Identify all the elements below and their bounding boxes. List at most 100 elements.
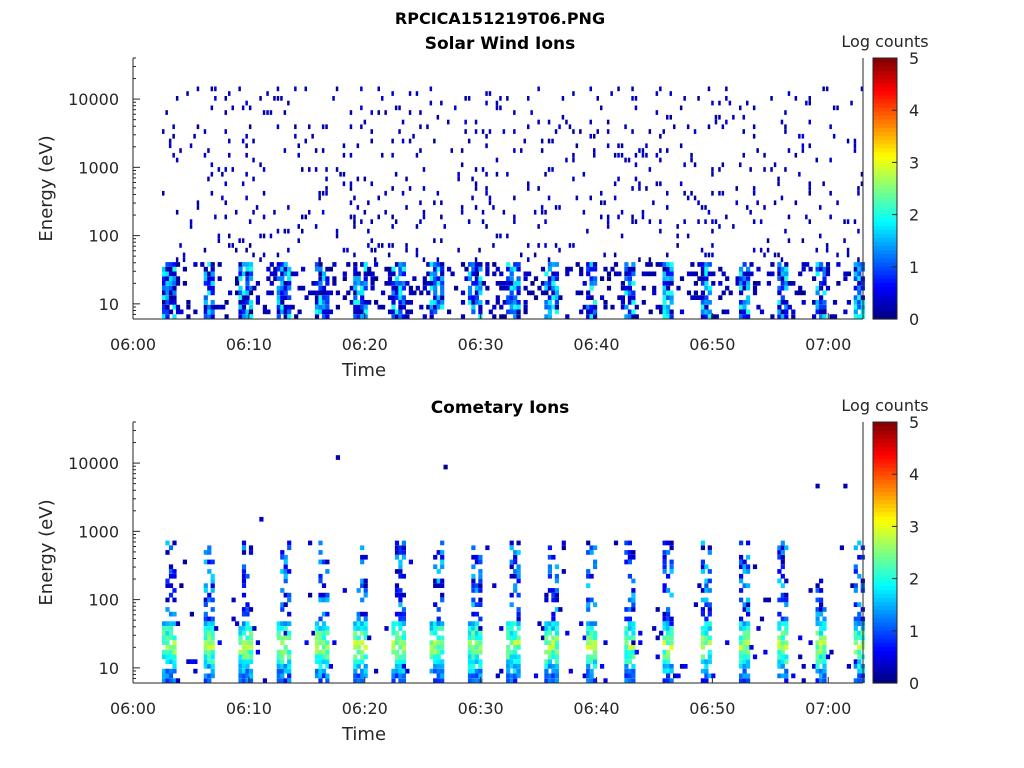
spectrogram-cell <box>683 219 686 224</box>
spectrogram-cell <box>589 659 594 664</box>
spectrogram-cell <box>589 295 594 300</box>
spectrogram-cell <box>825 262 831 267</box>
spectrogram-cell <box>429 626 434 631</box>
spectrogram-cell <box>401 640 406 645</box>
spectrogram-cell <box>763 205 766 210</box>
spectrogram-cell <box>457 171 460 177</box>
spectrogram-cell <box>162 276 167 281</box>
colorbar-segment <box>873 131 897 137</box>
spectrogram-cell <box>429 314 434 319</box>
spectrogram-cell <box>853 276 858 281</box>
spectrogram-cell <box>662 640 667 645</box>
spectrogram-cell <box>224 300 229 305</box>
spectrogram-cell <box>297 309 302 315</box>
spectrogram-cell <box>360 583 365 588</box>
spectrogram-cell <box>214 96 217 101</box>
spectrogram-cell <box>356 304 361 310</box>
spectrogram-cell <box>777 597 782 603</box>
colorbar-segment <box>873 605 897 611</box>
spectrogram-cell <box>429 276 434 281</box>
spectrogram-cell <box>471 611 476 617</box>
spectrogram-cell <box>725 96 728 101</box>
spectrogram-cell <box>586 569 591 574</box>
spectrogram-cell <box>207 664 212 669</box>
spectrogram-cell <box>666 678 671 683</box>
spectrogram-cell <box>617 271 622 277</box>
spectrogram-cell <box>822 300 827 305</box>
colorbar-segment <box>873 229 897 234</box>
spectrogram-cell <box>606 119 610 125</box>
spectrogram-cell <box>241 659 247 664</box>
spectrogram-cell <box>193 309 198 315</box>
colorbar-segment <box>873 270 897 275</box>
spectrogram-cell <box>554 564 559 570</box>
spectrogram-cell <box>627 654 632 660</box>
spectrogram-cell <box>474 181 478 187</box>
spectrogram-cell <box>245 285 250 291</box>
spectrogram-cell <box>857 281 862 286</box>
spectrogram-cell <box>231 243 234 248</box>
spectrogram-cell <box>165 550 170 555</box>
colorbar-tick-label: 1 <box>909 258 919 277</box>
spectrogram-cell <box>655 635 660 641</box>
spectrogram-cell <box>168 276 174 281</box>
spectrogram-cell <box>485 190 488 196</box>
spectrogram-cell <box>321 640 327 645</box>
spectrogram-cell <box>551 290 556 296</box>
spectrogram-cell <box>700 304 705 310</box>
spectrogram-cell <box>471 271 476 277</box>
spectrogram-cell <box>474 262 479 267</box>
spectrogram-cell <box>478 673 483 679</box>
spectrogram-cell <box>513 649 518 655</box>
spectrogram-cell <box>707 659 712 664</box>
spectrogram-cell <box>308 209 311 215</box>
spectrogram-cell <box>349 152 353 158</box>
spectrogram-cell <box>377 214 380 220</box>
spectrogram-cell <box>318 550 323 555</box>
spectrogram-cell <box>589 626 594 631</box>
spectrogram-cell <box>175 262 181 267</box>
spectrogram-cell <box>262 190 266 196</box>
spectrogram-cell <box>429 654 434 660</box>
spectrogram-cell <box>509 285 514 291</box>
spectrogram-cell <box>238 635 243 641</box>
spectrogram-cell <box>742 602 747 607</box>
spectrogram-cell <box>488 129 492 134</box>
spectrogram-cell <box>356 659 361 664</box>
colorbar-segment <box>873 625 897 631</box>
spectrogram-cell <box>401 314 406 319</box>
spectrogram-cell <box>540 148 544 153</box>
spectrogram-cell <box>363 673 368 679</box>
spectrogram-cell <box>214 626 219 631</box>
spectrogram-cell <box>506 659 511 664</box>
spectrogram-cell <box>401 262 406 267</box>
spectrogram-cell <box>412 290 417 296</box>
spectrogram-cell <box>547 262 552 267</box>
spectrogram-cell <box>165 262 170 267</box>
spectrogram-cell <box>356 176 360 182</box>
spectrogram-cell <box>269 290 274 296</box>
spectrogram-cell <box>287 668 292 674</box>
spectrogram-cell <box>394 588 400 593</box>
spectrogram-cell <box>280 678 285 683</box>
spectrogram-cell <box>457 176 460 182</box>
colorbar-frame <box>872 57 898 320</box>
spectrogram-cell <box>436 664 441 669</box>
spectrogram-cell <box>280 569 285 574</box>
spectrogram-cell <box>433 200 436 206</box>
spectrogram-cell <box>812 314 817 319</box>
spectrogram-cell <box>210 271 215 277</box>
spectrogram-cell <box>471 635 476 641</box>
spectrogram-cell <box>780 195 784 201</box>
spectrogram-cell <box>162 314 167 319</box>
spectrogram-cell <box>168 630 174 636</box>
y-tick-label: 1000 <box>78 158 119 177</box>
spectrogram-cell <box>422 276 427 281</box>
spectrogram-cell <box>662 569 667 574</box>
spectrogram-cell <box>478 285 483 291</box>
spectrogram-cell <box>321 583 327 588</box>
spectrogram-cell <box>666 635 671 641</box>
spectrogram-cell <box>391 673 396 679</box>
spectrogram-cell <box>356 635 361 641</box>
spectrogram-cell <box>582 281 587 286</box>
